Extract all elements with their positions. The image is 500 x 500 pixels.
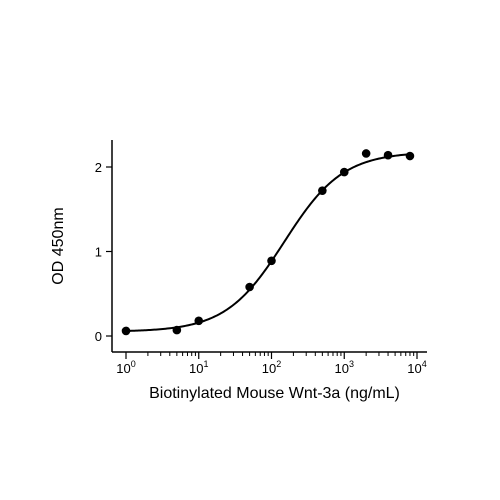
x-tick-label: 104 — [407, 359, 426, 376]
data-points — [121, 149, 415, 336]
y-tick-label: 0 — [95, 329, 102, 344]
data-point — [172, 325, 182, 335]
x-axis-title: Biotinylated Mouse Wnt-3a (ng/mL) — [149, 385, 400, 402]
fit-curve-group — [125, 153, 411, 332]
data-point — [121, 326, 131, 336]
y-tick-label: 1 — [95, 245, 102, 260]
axes — [111, 140, 427, 353]
data-point — [339, 167, 349, 177]
data-point — [318, 186, 327, 195]
x-tick-label: 101 — [189, 359, 208, 376]
y-axis-title: OD 450nm — [50, 207, 67, 284]
data-point — [405, 151, 415, 161]
y-tick-label: 2 — [95, 160, 102, 175]
fit-curve — [125, 153, 411, 332]
x-tick-label: 100 — [116, 359, 135, 376]
data-point — [361, 149, 371, 158]
data-point — [267, 256, 276, 266]
x-tick-label: 103 — [335, 359, 354, 376]
data-point — [245, 282, 254, 292]
data-point — [383, 150, 393, 160]
x-tick-label: 102 — [262, 359, 281, 376]
ticks: 0 1 2 100 101 102 103 104 — [95, 160, 427, 376]
data-point — [194, 316, 204, 326]
